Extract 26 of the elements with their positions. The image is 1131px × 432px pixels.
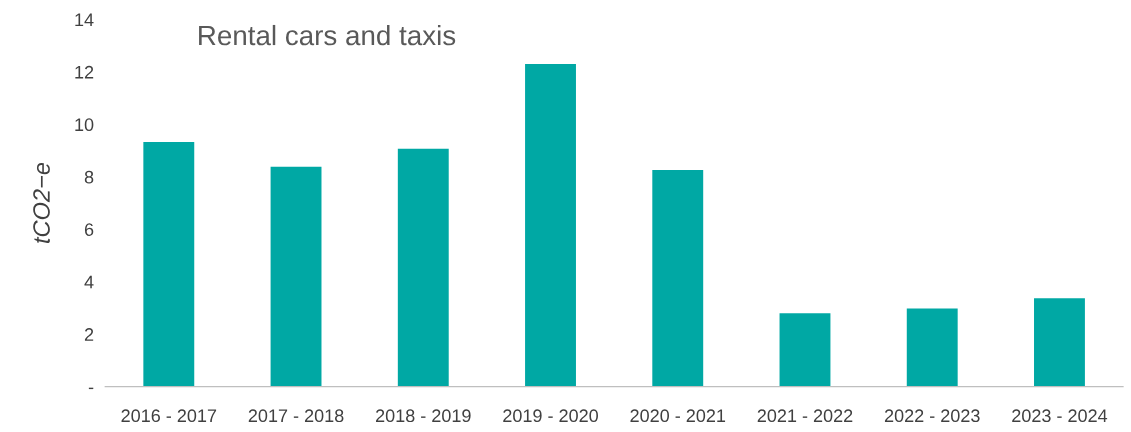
- x-tick-label: 2017 - 2018: [248, 409, 344, 423]
- bar: [779, 313, 831, 387]
- y-tick-label: 4: [84, 275, 94, 289]
- x-tick-label: 2018 - 2019: [376, 409, 471, 423]
- y-tick-label: 8: [84, 170, 94, 184]
- x-tick-label: 2019 - 2020: [503, 409, 598, 423]
- y-tick-label: -: [88, 387, 94, 390]
- x-tick-label: 2021 - 2022: [757, 409, 853, 423]
- bar: [525, 64, 576, 387]
- bar: [906, 308, 958, 387]
- y-tick-label: 2: [84, 328, 94, 341]
- bar: [652, 169, 704, 387]
- bar: [397, 148, 449, 387]
- chart-title: Rental cars and taxis: [199, 24, 456, 46]
- bar: [143, 141, 195, 387]
- y-tick-label: 14: [75, 13, 94, 26]
- y-axis-title: tCO2−e: [33, 162, 50, 243]
- x-tick-label: 2016 - 2017: [121, 409, 217, 423]
- bar: [270, 166, 322, 387]
- x-tick-label: 2022 - 2023: [884, 409, 980, 423]
- y-tick-label: 12: [75, 65, 94, 79]
- bar: [1034, 298, 1085, 387]
- x-tick-label: 2020 - 2021: [630, 409, 726, 423]
- y-tick-label: 10: [75, 118, 94, 132]
- x-tick-label: 2023 - 2024: [1012, 409, 1108, 423]
- y-tick-label: 6: [84, 223, 94, 236]
